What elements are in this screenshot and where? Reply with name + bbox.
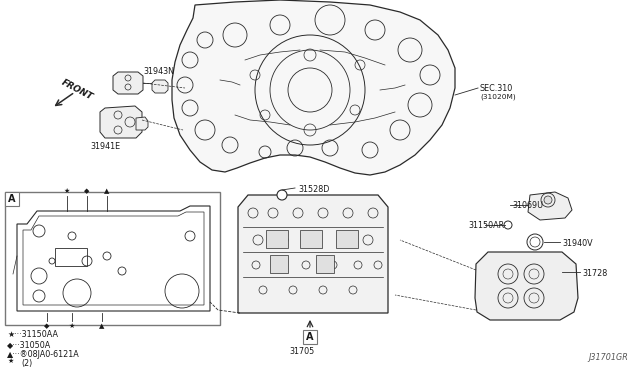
- Bar: [5, 192, 220, 325]
- Text: ▲···®08JA0-6121A: ▲···®08JA0-6121A: [7, 350, 80, 359]
- Polygon shape: [152, 80, 168, 93]
- Text: J31701GR: J31701GR: [588, 353, 628, 362]
- Text: FRONT: FRONT: [60, 78, 95, 102]
- Text: 31528D: 31528D: [298, 185, 330, 194]
- Text: ★: ★: [64, 188, 70, 194]
- Bar: [336, 230, 358, 248]
- Polygon shape: [113, 72, 143, 94]
- Text: 31728: 31728: [582, 269, 607, 278]
- Circle shape: [277, 190, 287, 200]
- Bar: [55, 248, 87, 266]
- Bar: [270, 255, 288, 273]
- Bar: [316, 255, 334, 273]
- Bar: [5, 192, 19, 206]
- Bar: [300, 230, 322, 248]
- Text: 31069U: 31069U: [512, 201, 543, 210]
- Polygon shape: [136, 117, 148, 130]
- Text: 31941E: 31941E: [90, 142, 120, 151]
- Polygon shape: [528, 192, 572, 220]
- Text: SEC.310: SEC.310: [480, 84, 513, 93]
- Text: 31705: 31705: [289, 347, 315, 356]
- Polygon shape: [172, 0, 455, 175]
- Polygon shape: [100, 106, 142, 138]
- Polygon shape: [475, 252, 578, 320]
- Text: 31150AR: 31150AR: [468, 221, 504, 230]
- Text: ▲: ▲: [104, 188, 109, 194]
- Text: A: A: [307, 332, 314, 342]
- Text: ◆···31050A: ◆···31050A: [7, 340, 51, 349]
- Text: (31020M): (31020M): [480, 93, 516, 99]
- Text: ▲: ▲: [99, 323, 105, 329]
- Text: ★···31150AA: ★···31150AA: [7, 330, 58, 339]
- Text: 31940V: 31940V: [562, 239, 593, 248]
- Bar: [303, 330, 317, 344]
- Text: (2): (2): [21, 359, 32, 368]
- Polygon shape: [238, 195, 388, 313]
- Text: A: A: [8, 194, 16, 204]
- Text: 31943N: 31943N: [143, 67, 174, 76]
- Text: ◆: ◆: [84, 188, 90, 194]
- Bar: [266, 230, 288, 248]
- Text: ★: ★: [69, 323, 75, 329]
- Text: ★: ★: [8, 358, 14, 364]
- Text: ◆: ◆: [44, 323, 50, 329]
- Circle shape: [544, 196, 552, 204]
